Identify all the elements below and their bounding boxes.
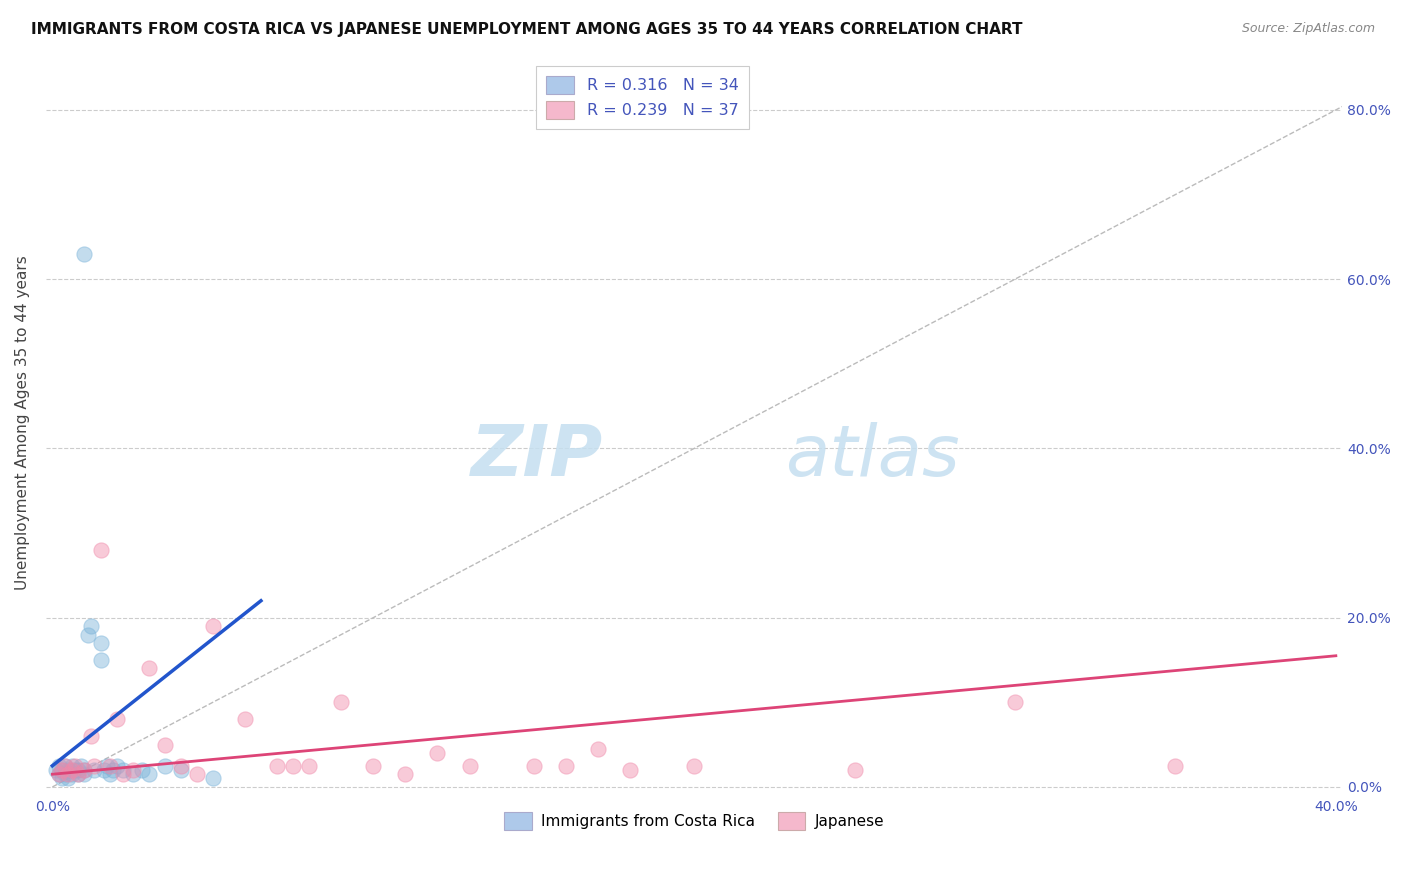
Point bbox=[67, 767, 90, 781]
Point bbox=[233, 712, 256, 726]
Point bbox=[281, 758, 304, 772]
Point bbox=[80, 619, 103, 633]
Point bbox=[131, 763, 153, 777]
Point bbox=[45, 763, 67, 777]
Point bbox=[73, 247, 96, 261]
Point bbox=[554, 758, 576, 772]
Point bbox=[96, 758, 118, 772]
Point bbox=[394, 767, 416, 781]
Point bbox=[103, 763, 125, 777]
Point bbox=[89, 636, 111, 650]
Point bbox=[98, 758, 121, 772]
Point bbox=[48, 758, 70, 772]
Point bbox=[683, 758, 706, 772]
Text: Source: ZipAtlas.com: Source: ZipAtlas.com bbox=[1241, 22, 1375, 36]
Point bbox=[60, 758, 83, 772]
Point bbox=[458, 758, 481, 772]
Point bbox=[105, 712, 128, 726]
Point bbox=[170, 763, 193, 777]
Point bbox=[361, 758, 384, 772]
Legend: Immigrants from Costa Rica, Japanese: Immigrants from Costa Rica, Japanese bbox=[498, 806, 890, 836]
Point bbox=[60, 763, 83, 777]
Point bbox=[51, 763, 73, 777]
Point bbox=[201, 619, 224, 633]
Point bbox=[73, 767, 96, 781]
Point bbox=[89, 653, 111, 667]
Point bbox=[76, 627, 98, 641]
Point bbox=[83, 758, 105, 772]
Point bbox=[153, 738, 176, 752]
Point bbox=[330, 695, 353, 709]
Point bbox=[105, 758, 128, 772]
Text: IMMIGRANTS FROM COSTA RICA VS JAPANESE UNEMPLOYMENT AMONG AGES 35 TO 44 YEARS CO: IMMIGRANTS FROM COSTA RICA VS JAPANESE U… bbox=[31, 22, 1022, 37]
Point bbox=[63, 763, 86, 777]
Point bbox=[1004, 695, 1026, 709]
Point bbox=[73, 763, 96, 777]
Point bbox=[121, 763, 143, 777]
Point bbox=[51, 763, 73, 777]
Point bbox=[186, 767, 208, 781]
Point bbox=[83, 763, 105, 777]
Point bbox=[111, 767, 134, 781]
Y-axis label: Unemployment Among Ages 35 to 44 years: Unemployment Among Ages 35 to 44 years bbox=[15, 256, 30, 591]
Point bbox=[170, 758, 193, 772]
Point bbox=[70, 758, 93, 772]
Point bbox=[619, 763, 641, 777]
Point bbox=[80, 729, 103, 743]
Text: atlas: atlas bbox=[785, 422, 959, 491]
Point bbox=[89, 543, 111, 558]
Point bbox=[67, 763, 90, 777]
Point bbox=[48, 767, 70, 781]
Point bbox=[153, 758, 176, 772]
Point bbox=[93, 763, 115, 777]
Point bbox=[201, 772, 224, 786]
Point bbox=[111, 763, 134, 777]
Point bbox=[586, 742, 609, 756]
Point bbox=[63, 758, 86, 772]
Point bbox=[844, 763, 866, 777]
Point bbox=[266, 758, 288, 772]
Point bbox=[53, 767, 76, 781]
Point bbox=[53, 758, 76, 772]
Point bbox=[58, 763, 80, 777]
Point bbox=[67, 767, 90, 781]
Point bbox=[138, 661, 160, 675]
Point bbox=[58, 767, 80, 781]
Point bbox=[51, 772, 73, 786]
Point bbox=[58, 772, 80, 786]
Point bbox=[1164, 758, 1187, 772]
Point bbox=[98, 767, 121, 781]
Point bbox=[60, 767, 83, 781]
Point bbox=[426, 746, 449, 760]
Point bbox=[121, 767, 143, 781]
Point bbox=[523, 758, 546, 772]
Point bbox=[138, 767, 160, 781]
Text: ZIP: ZIP bbox=[471, 422, 603, 491]
Point bbox=[73, 763, 96, 777]
Point bbox=[48, 767, 70, 781]
Point bbox=[298, 758, 321, 772]
Point bbox=[53, 758, 76, 772]
